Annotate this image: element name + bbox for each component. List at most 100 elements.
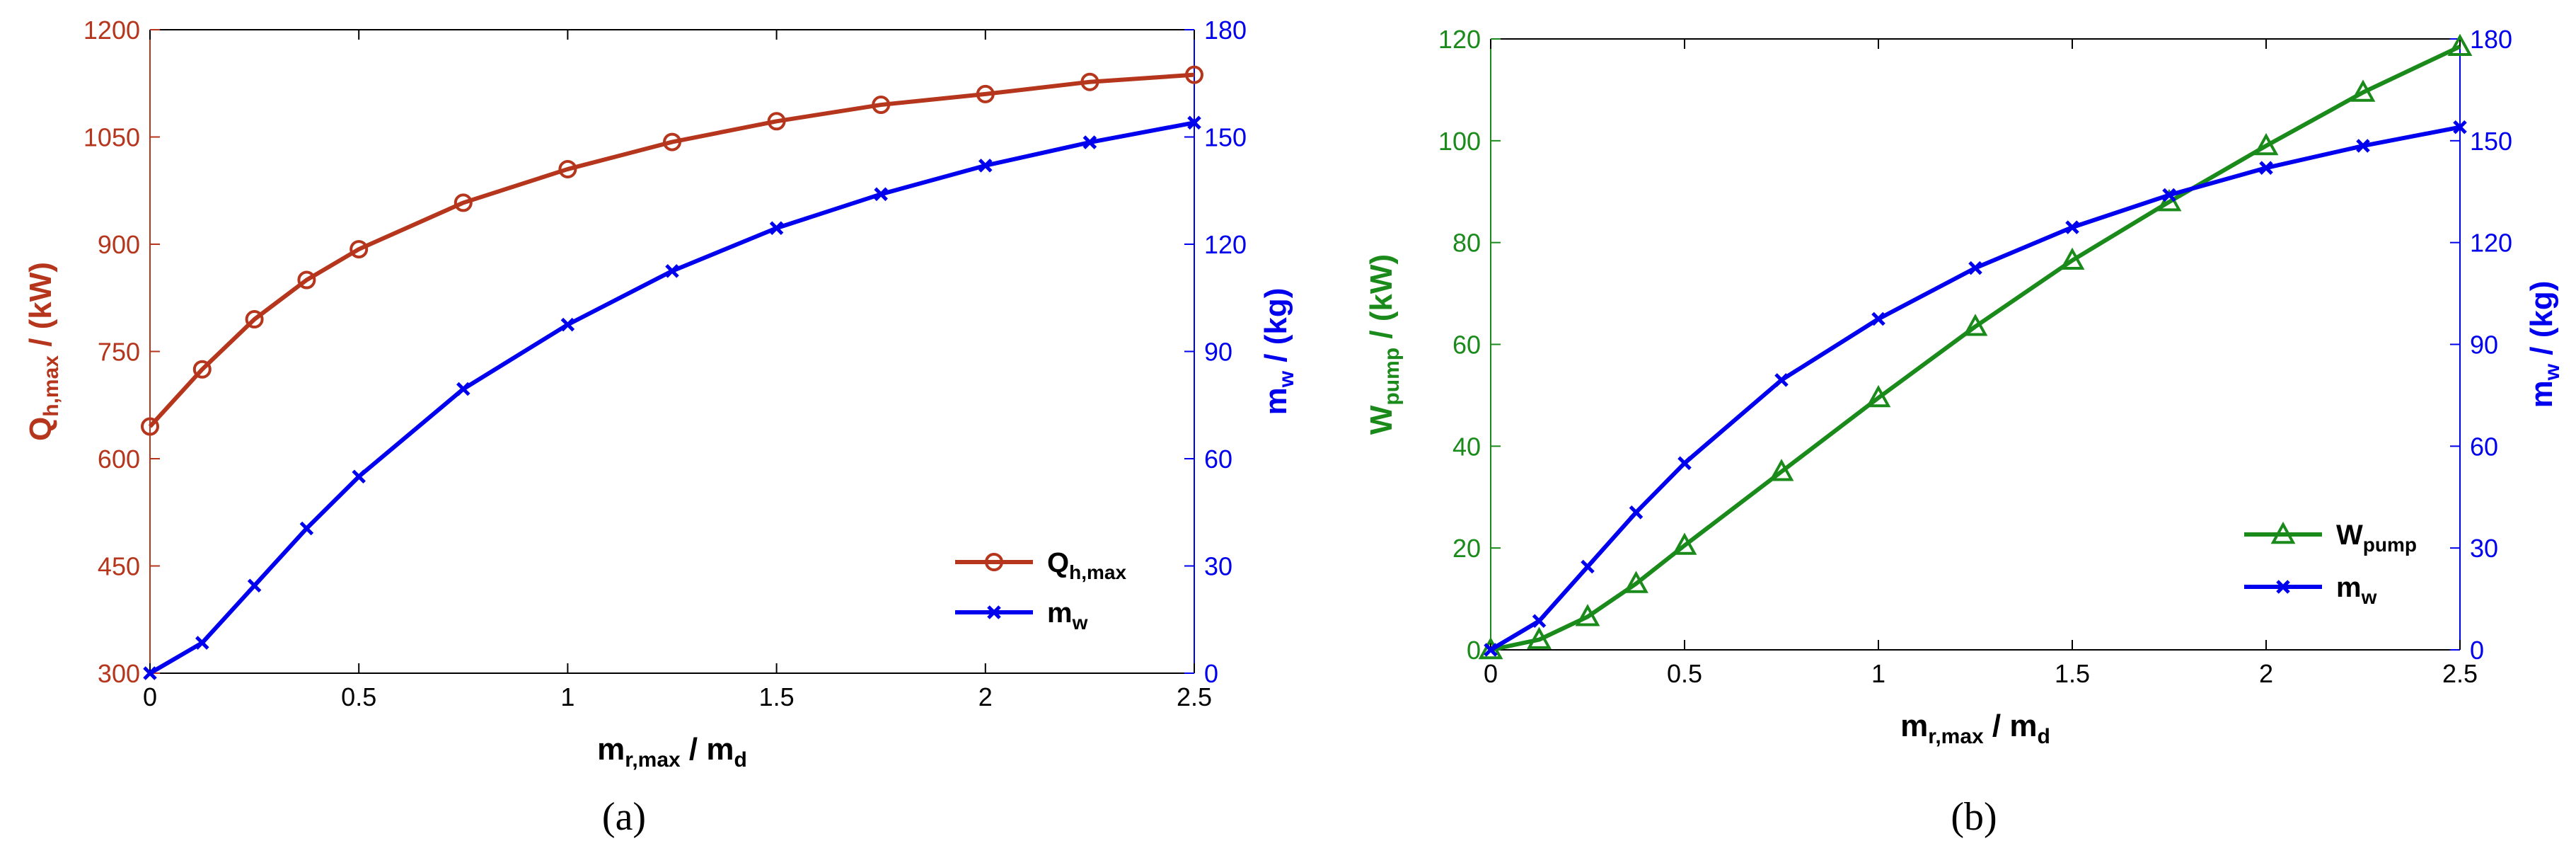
data-point-m_w xyxy=(1774,373,1789,387)
data-point-m_w xyxy=(874,187,888,202)
legend-marker-Q_h,max xyxy=(985,553,1003,571)
data-point-m_w xyxy=(456,382,470,396)
right-y-tick-label: 60 xyxy=(2470,432,2498,461)
legend-marker-m_w xyxy=(987,605,1001,619)
x-tick-label: 2.5 xyxy=(2442,659,2478,688)
data-point-m_w xyxy=(1581,559,1595,574)
data-point-m_w xyxy=(2453,120,2467,134)
x-tick-label: 2 xyxy=(2259,659,2273,688)
legend-marker-W_pump xyxy=(2270,521,2296,544)
left-y-axis-label: Qh,max / (kW) xyxy=(23,262,63,441)
data-point-W_pump xyxy=(1527,626,1552,649)
data-point-Q_h,max xyxy=(767,112,786,131)
x-tick-label: 1 xyxy=(560,682,574,711)
x-tick-label: 0 xyxy=(1484,659,1498,688)
data-point-m_w xyxy=(195,636,209,650)
data-point-m_w xyxy=(1082,135,1097,149)
x-tick-label: 0.5 xyxy=(341,682,376,711)
x-tick-label: 0.5 xyxy=(1667,659,1702,688)
data-point-Q_h,max xyxy=(192,360,212,379)
right-y-axis-label: mw / (kg) xyxy=(2524,281,2564,408)
left-y-tick-label: 1050 xyxy=(83,123,140,152)
data-point-m_w xyxy=(978,159,993,173)
data-point-W_pump xyxy=(2350,79,2376,102)
data-point-m_w xyxy=(2162,188,2176,202)
left-y-tick-label: 100 xyxy=(1438,127,1481,156)
right-y-tick-label: 90 xyxy=(1204,338,1232,367)
left-y-tick-label: 0 xyxy=(1467,636,1481,665)
series-line-m_w xyxy=(149,120,1195,675)
legend-marker-m_w xyxy=(2276,580,2290,594)
data-point-m_w xyxy=(1629,505,1644,520)
right-y-axis-label: mw / (kg) xyxy=(1259,288,1298,416)
chart-panel-b: 0 0.5 1 1.5 2 2.50204060801001200306090120150… xyxy=(1364,25,2564,839)
data-point-Q_h,max xyxy=(976,84,995,103)
chart-panel-a: 0 0.5 1 1.5 2 2.5 300 450 600 750 900 1050 1200 0 30 60… xyxy=(23,16,1298,839)
panel-label: (a) xyxy=(602,795,646,839)
x-tick-label: 1.5 xyxy=(759,682,795,711)
data-point-Q_h,max xyxy=(1080,72,1099,91)
data-point-m_w xyxy=(1187,115,1201,130)
data-point-Q_h,max xyxy=(454,193,473,212)
right-y-tick-label: 120 xyxy=(2470,229,2512,258)
right-y-tick-label: 180 xyxy=(2470,25,2512,54)
left-y-axis-label: Wpump / (kW) xyxy=(1364,254,1404,435)
data-point-m_w xyxy=(769,221,784,236)
panel-label: (b) xyxy=(1951,795,1997,839)
data-point-W_pump xyxy=(2447,33,2473,56)
data-point-Q_h,max xyxy=(245,310,264,329)
left-y-tick-label: 900 xyxy=(98,230,140,259)
data-point-Q_h,max xyxy=(141,417,159,436)
x-tick-label: 2 xyxy=(978,682,993,711)
data-point-m_w xyxy=(1677,456,1692,471)
data-point-W_pump xyxy=(2060,247,2085,270)
right-y-tick-label: 150 xyxy=(1204,123,1247,152)
left-y-tick-label: 60 xyxy=(1452,331,1481,360)
data-point-m_w xyxy=(2259,161,2273,175)
right-y-tick-label: 0 xyxy=(1204,659,1218,688)
data-point-m_w xyxy=(299,521,314,536)
left-y-tick-label: 40 xyxy=(1452,432,1481,461)
data-point-W_pump xyxy=(1624,571,1648,593)
left-y-tick-label: 600 xyxy=(98,445,140,474)
right-y-tick-label: 120 xyxy=(1204,230,1247,259)
right-y-tick-label: 180 xyxy=(1204,16,1247,45)
data-point-m_w xyxy=(2065,220,2079,234)
right-y-tick-label: 0 xyxy=(2470,636,2484,665)
x-axis-label: mr,max / md xyxy=(597,732,747,772)
data-point-Q_h,max xyxy=(350,240,369,259)
data-point-W_pump xyxy=(1672,532,1697,555)
data-point-Q_h,max xyxy=(663,132,681,151)
right-y-tick-label: 30 xyxy=(1204,552,1232,581)
data-point-W_pump xyxy=(1866,384,1891,408)
left-y-tick-label: 120 xyxy=(1438,25,1481,54)
data-point-W_pump xyxy=(1769,459,1794,481)
right-y-tick-label: 60 xyxy=(1204,445,1232,474)
data-point-Q_h,max xyxy=(1185,65,1203,84)
left-y-tick-label: 300 xyxy=(98,659,140,688)
data-point-Q_h,max xyxy=(297,270,316,290)
right-y-tick-label: 30 xyxy=(2470,534,2498,563)
data-point-m_w xyxy=(352,469,366,484)
left-y-tick-label: 20 xyxy=(1452,534,1481,563)
left-y-tick-label: 750 xyxy=(98,338,140,367)
data-point-Q_h,max xyxy=(872,96,891,115)
data-point-m_w xyxy=(143,666,157,680)
x-tick-label: 2.5 xyxy=(1177,682,1212,711)
data-point-m_w xyxy=(1532,614,1547,629)
data-point-W_pump xyxy=(1963,314,1988,336)
left-y-tick-label: 1200 xyxy=(83,16,140,45)
legend-label-W_pump: Wpump xyxy=(2336,520,2417,556)
data-point-m_w xyxy=(560,317,575,332)
left-y-tick-label: 450 xyxy=(98,552,140,581)
data-point-m_w xyxy=(247,578,262,593)
data-point-W_pump xyxy=(1575,604,1600,626)
x-tick-label: 1 xyxy=(1871,659,1885,688)
data-point-m_w xyxy=(1484,643,1498,657)
legend-label-m_w: mw xyxy=(2336,572,2377,608)
data-point-m_w xyxy=(1871,311,1885,326)
legend-label-m_w: mw xyxy=(1047,597,1088,634)
left-y-tick-label: 80 xyxy=(1452,229,1481,258)
data-point-m_w xyxy=(1968,261,1982,275)
